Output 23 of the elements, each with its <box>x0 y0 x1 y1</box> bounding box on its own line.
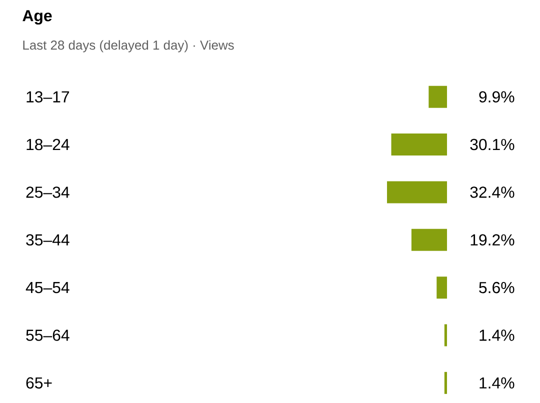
bar <box>387 181 448 204</box>
bar <box>444 372 448 394</box>
data-label: 32.4% <box>470 186 514 198</box>
y-tick-label: 55–64 <box>26 330 70 341</box>
y-tick-label: 35–44 <box>26 234 70 246</box>
bar <box>444 324 448 346</box>
y-tick-label: 65+ <box>26 377 52 389</box>
data-label: 1.4% <box>480 330 514 341</box>
y-tick-label: 25–34 <box>26 186 70 198</box>
y-tick-label: 13–17 <box>26 91 70 102</box>
text: Age <box>22 10 52 25</box>
bar <box>436 276 448 299</box>
data-label: 9.9% <box>479 91 514 102</box>
data-label: 30.1% <box>470 138 514 150</box>
data-label: 5.6% <box>479 282 514 294</box>
y-tick-label: 18–24 <box>26 138 70 150</box>
data-label: 1.4% <box>480 377 514 389</box>
text: Last 28 days (delayed 1 day) · Views <box>23 40 234 52</box>
data-label: 19.2% <box>470 234 514 246</box>
bar <box>428 86 448 108</box>
y-tick-label: 45–54 <box>26 282 70 294</box>
bar <box>391 134 448 156</box>
bar <box>411 228 448 251</box>
